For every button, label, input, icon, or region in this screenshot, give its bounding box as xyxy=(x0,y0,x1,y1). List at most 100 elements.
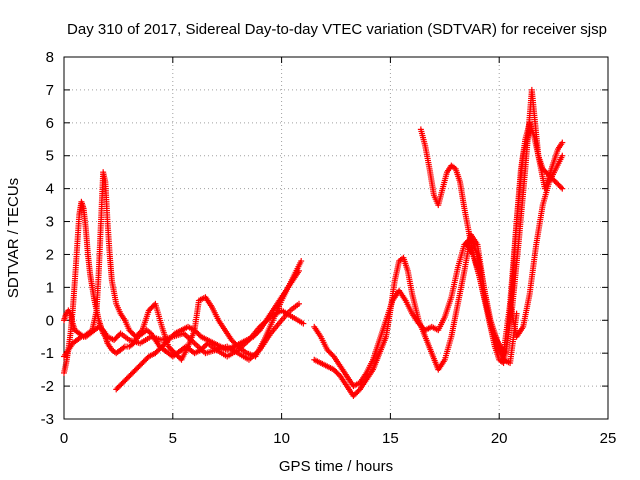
data-point xyxy=(229,338,236,345)
data-point xyxy=(165,343,172,350)
data-point xyxy=(138,361,145,368)
data-point xyxy=(130,369,137,376)
data-point xyxy=(157,344,164,351)
data-point xyxy=(251,332,258,339)
data-point xyxy=(148,304,155,311)
y-tick-label: -2 xyxy=(41,378,54,395)
data-point xyxy=(192,328,199,335)
data-point xyxy=(166,335,173,342)
data-point xyxy=(147,306,154,313)
data-point xyxy=(324,346,331,353)
y-tick-label: 4 xyxy=(46,181,54,198)
data-point xyxy=(135,364,142,371)
data-point xyxy=(134,365,141,372)
data-point xyxy=(131,367,138,374)
data-point xyxy=(296,300,303,307)
data-point xyxy=(114,385,121,392)
data-point xyxy=(113,334,120,341)
data-point xyxy=(168,346,175,353)
data-point xyxy=(166,344,173,351)
data-point xyxy=(113,386,120,393)
data-point xyxy=(119,379,126,386)
chart-title: Day 310 of 2017, Sidereal Day-to-day VTE… xyxy=(67,21,607,38)
data-point xyxy=(135,331,142,338)
data-point xyxy=(173,351,180,358)
data-point xyxy=(141,357,148,364)
data-point xyxy=(418,323,425,330)
data-point xyxy=(195,331,202,338)
x-tick-label: 0 xyxy=(60,430,68,447)
y-tick-label: -3 xyxy=(41,411,54,428)
data-point xyxy=(250,333,257,340)
data-point xyxy=(164,338,171,345)
data-point xyxy=(136,362,143,369)
data-point xyxy=(130,331,137,338)
data-point xyxy=(153,348,160,355)
data-point xyxy=(128,370,135,377)
x-tick-label: 5 xyxy=(169,430,177,447)
data-point xyxy=(416,321,423,328)
data-point xyxy=(132,333,139,340)
y-tick-label: -1 xyxy=(41,345,54,362)
data-point xyxy=(296,267,303,274)
data-point xyxy=(351,391,358,398)
y-tick-label: 1 xyxy=(46,279,54,296)
data-point xyxy=(138,328,145,335)
data-point xyxy=(134,332,141,339)
data-point xyxy=(169,347,176,354)
data-point xyxy=(191,327,198,334)
y-tick-label: 0 xyxy=(46,312,54,329)
data-point xyxy=(300,320,307,327)
data-point xyxy=(175,354,182,361)
data-point xyxy=(145,307,152,314)
data-point xyxy=(117,382,124,389)
y-tick-label: 8 xyxy=(46,49,54,66)
data-point xyxy=(333,369,340,376)
data-point xyxy=(152,350,159,357)
data-point xyxy=(174,352,181,359)
data-point xyxy=(171,350,178,357)
data-point xyxy=(334,370,341,377)
data-point xyxy=(162,339,169,346)
y-tick-label: 7 xyxy=(46,82,54,99)
data-point xyxy=(332,367,339,374)
data-point xyxy=(254,329,261,336)
data-point xyxy=(330,366,337,373)
data-point xyxy=(114,333,121,340)
data-point xyxy=(140,358,147,365)
data-point xyxy=(228,337,235,344)
data-point xyxy=(115,383,122,390)
data-point xyxy=(127,328,134,335)
axis-ticks: 0 5 10 15 20 25 -3 -2 -1 0 1 2 3 4 5 6 7 8 xyxy=(41,49,617,447)
data-point xyxy=(328,350,335,357)
x-tick-label: 20 xyxy=(491,430,508,447)
y-tick-label: 5 xyxy=(46,148,54,165)
data-point xyxy=(168,334,175,341)
data-point xyxy=(121,378,128,385)
data-point xyxy=(165,337,172,344)
y-tick-label: 6 xyxy=(46,115,54,132)
plot-frame xyxy=(63,56,609,420)
y-tick-label: 2 xyxy=(46,246,54,263)
data-point xyxy=(136,329,143,336)
data-point xyxy=(298,258,305,265)
data-point xyxy=(132,366,139,373)
data-point xyxy=(160,342,167,349)
data-points xyxy=(61,86,566,399)
data-point xyxy=(126,373,133,380)
x-tick-label: 25 xyxy=(600,430,617,447)
data-point xyxy=(155,347,162,354)
data-point xyxy=(143,356,150,363)
data-point xyxy=(123,375,130,382)
data-point xyxy=(112,335,119,342)
grid-lines xyxy=(64,57,608,419)
data-point xyxy=(156,346,163,353)
x-tick-label: 15 xyxy=(382,430,399,447)
data-point xyxy=(202,342,209,349)
data-point xyxy=(126,327,133,334)
data-point xyxy=(161,340,168,347)
y-tick-label: 3 xyxy=(46,214,54,231)
data-point xyxy=(353,390,360,397)
data-point xyxy=(169,333,176,340)
data-point xyxy=(354,389,361,396)
